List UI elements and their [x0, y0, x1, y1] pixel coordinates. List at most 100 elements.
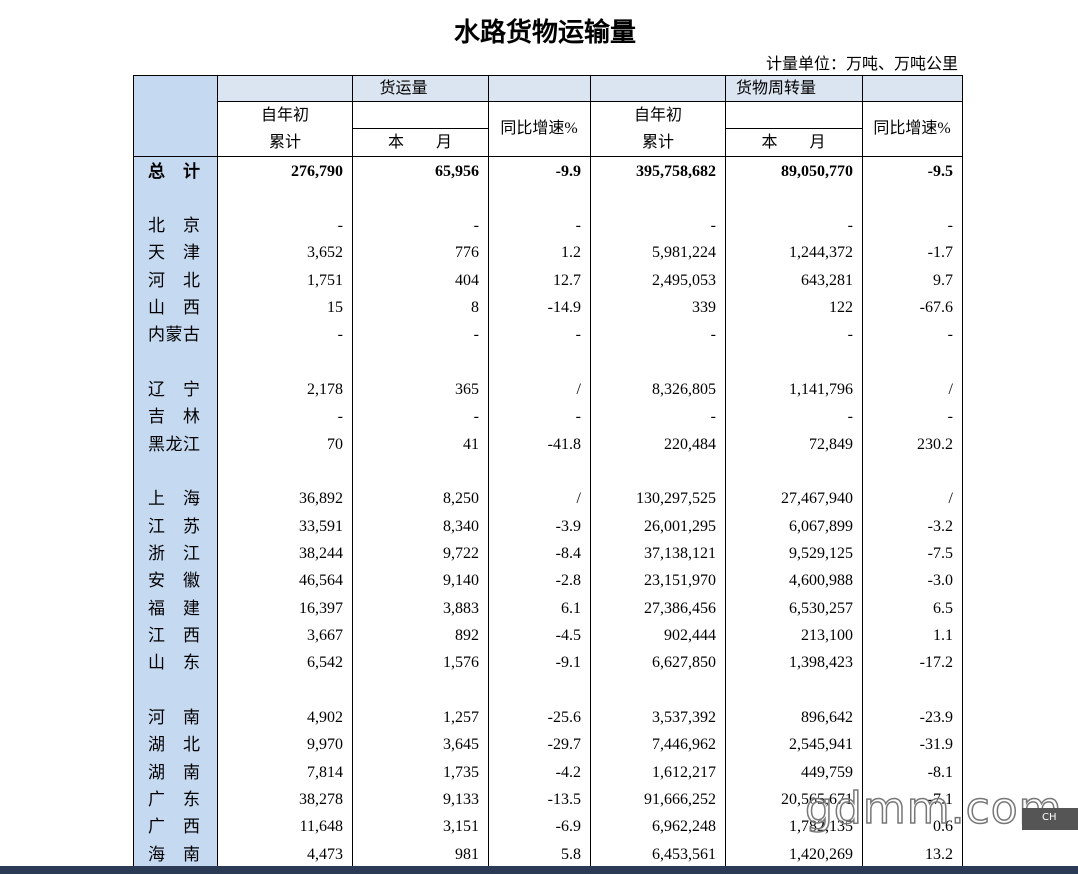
cell: 892 — [455, 627, 479, 645]
cell: 26,001,295 — [644, 517, 716, 535]
cell: / — [576, 381, 581, 399]
cell: 2,495,053 — [652, 271, 716, 289]
cell: 1,141,796 — [789, 381, 853, 399]
v-line — [133, 75, 134, 866]
cell: 230.2 — [917, 435, 953, 453]
cell: 1,244,372 — [789, 244, 853, 262]
cell: -4.5 — [555, 627, 581, 645]
row-label: 山东 — [148, 653, 200, 673]
cell: 12.7 — [553, 271, 581, 289]
cell: 1,735 — [443, 763, 479, 781]
cell: - — [710, 326, 716, 344]
v-line — [725, 75, 726, 866]
header-group: 货运量 — [379, 80, 428, 97]
row-label: 河南 — [148, 708, 200, 728]
cell: 2,545,941 — [789, 736, 853, 754]
cell: -2.8 — [555, 572, 581, 590]
cell: 2,178 — [307, 381, 343, 399]
cell: 70 — [327, 435, 343, 453]
cell: 1,612,217 — [652, 763, 716, 781]
row-label: 天津 — [148, 243, 200, 263]
cell: 20,565,671 — [781, 791, 853, 809]
cell: -7.5 — [927, 545, 953, 563]
header-month: 本 月 — [387, 134, 452, 151]
cell: -14.9 — [547, 299, 581, 317]
cell: 91,666,252 — [644, 791, 716, 809]
cell: 9.7 — [933, 271, 953, 289]
cell: 3,645 — [443, 736, 479, 754]
cell: 6,627,850 — [652, 654, 716, 672]
v-line — [352, 75, 353, 866]
cell: 220,484 — [664, 435, 716, 453]
v-line — [590, 75, 591, 866]
cell: -4.2 — [555, 763, 581, 781]
title: 水路货物运输量 — [453, 18, 636, 47]
row-label: 广西 — [148, 817, 200, 837]
header-month: 本 月 — [761, 134, 826, 151]
row-label: 总计 — [148, 161, 200, 181]
cell: 3,537,392 — [652, 709, 716, 727]
row-label: 江西 — [148, 626, 200, 646]
h-line — [217, 101, 962, 102]
row-label: 海南 — [148, 844, 200, 864]
cell: - — [575, 408, 581, 426]
v-line — [217, 75, 218, 866]
cell: -3.9 — [555, 517, 581, 535]
cell: 404 — [455, 271, 479, 289]
header-ytd: 自年初 — [261, 107, 310, 124]
header-ytd: 自年初 — [634, 107, 683, 124]
header-group: 货物周转量 — [735, 80, 816, 97]
row-label: 黑龙江 — [148, 434, 200, 454]
cell: / — [948, 490, 953, 508]
cell: / — [948, 381, 953, 399]
cell: - — [337, 326, 343, 344]
cell: 38,244 — [299, 545, 343, 563]
cell: - — [473, 217, 479, 235]
row-label: 福建 — [148, 598, 200, 618]
cell: 3,883 — [443, 599, 479, 617]
cell: - — [947, 326, 953, 344]
cell: 5.8 — [561, 845, 581, 863]
cell: 1.2 — [561, 244, 581, 262]
cell: 1,257 — [443, 709, 479, 727]
cell: 1,751 — [307, 271, 343, 289]
cell: 89,050,770 — [781, 162, 853, 180]
taskbar — [0, 866, 1078, 874]
cell: 6,962,248 — [652, 818, 716, 836]
cell: 41 — [463, 435, 479, 453]
cell: 38,278 — [299, 791, 343, 809]
cell: -13.5 — [547, 791, 581, 809]
cell: 15 — [327, 299, 343, 317]
cell: 276,790 — [291, 162, 343, 180]
v-line — [862, 75, 863, 866]
header-yoy: 同比增速% — [873, 120, 951, 137]
cell: 6,453,561 — [652, 845, 716, 863]
cell: 395,758,682 — [636, 162, 716, 180]
row-label: 安徽 — [148, 571, 200, 591]
cell: 13.2 — [925, 845, 953, 863]
cell: -17.2 — [919, 654, 953, 672]
v-line — [488, 75, 489, 866]
ime-label: CH — [1042, 812, 1057, 823]
cell: - — [947, 408, 953, 426]
month-box — [352, 128, 489, 157]
cell: 27,386,456 — [644, 599, 716, 617]
cell: -6.9 — [555, 818, 581, 836]
cell: -9.1 — [555, 654, 581, 672]
cell: 6,542 — [307, 654, 343, 672]
cell: 365 — [455, 381, 479, 399]
cell: -9.9 — [555, 162, 581, 180]
cell: 339 — [692, 299, 716, 317]
header-cum: 累计 — [269, 134, 302, 151]
row-label: 辽宁 — [148, 380, 200, 400]
cell: 7,446,962 — [652, 736, 716, 754]
cell: 65,956 — [435, 162, 479, 180]
row-label: 湖南 — [148, 762, 200, 782]
cell: - — [337, 408, 343, 426]
cell: 0.6 — [933, 818, 953, 836]
watermark: gdmm.com — [804, 782, 1063, 835]
cell: 1.1 — [933, 627, 953, 645]
cell: 902,444 — [664, 627, 716, 645]
cell: 3,667 — [307, 627, 343, 645]
cell: -8.4 — [555, 545, 581, 563]
